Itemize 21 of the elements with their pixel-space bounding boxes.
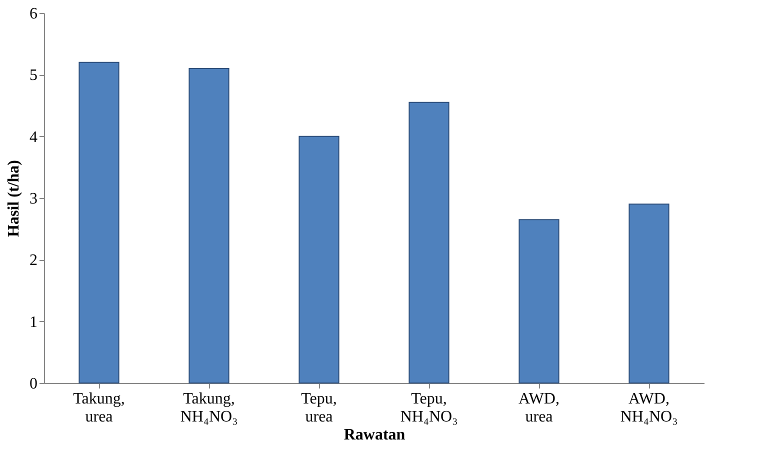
x-tick-label: Takung, urea (73, 390, 125, 426)
x-tick-label: Tepu, NH₄NO₃ (400, 390, 458, 426)
x-tick-label: AWD, urea (518, 390, 560, 426)
y-tick-label: 3 (30, 190, 38, 208)
x-tick-label: Takung, NH₄NO₃ (180, 390, 238, 426)
y-axis-title: Hasil (t/ha) (6, 160, 22, 237)
y-tick-label: 0 (30, 376, 38, 392)
y-tick-label: 4 (30, 128, 38, 146)
bar (298, 136, 340, 384)
y-tick-label: 2 (30, 252, 38, 270)
bar (408, 102, 450, 384)
y-tick-label: 5 (30, 67, 38, 84)
bar (518, 219, 560, 384)
y-tick-label: 1 (30, 314, 38, 331)
bar (188, 68, 230, 384)
y-tick-label: 6 (30, 6, 38, 22)
x-tick-label: AWD, NH₄NO₃ (620, 390, 678, 426)
bar (78, 62, 120, 384)
bar (628, 204, 670, 384)
x-tick-label: Tepu, urea (301, 390, 337, 426)
x-axis-title: Rawatan (344, 426, 406, 444)
